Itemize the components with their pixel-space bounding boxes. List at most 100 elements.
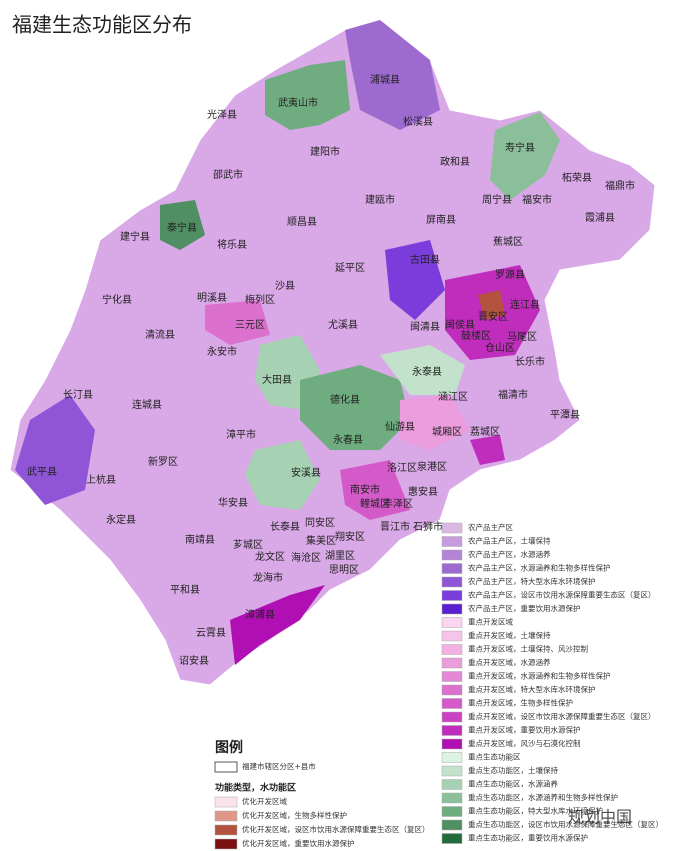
region [160,200,205,250]
county-label: 长汀县 [63,389,93,401]
county-label: 石狮市 [413,520,443,533]
legend-label: 重点生态功能区，设区市饮用水源保障重要生态区（复区） [468,819,663,829]
legend-left-items: 优化开发区域优化开发区域，生物多样性保护优化开发区域，设区市饮用水源保障重要生态… [214,796,430,850]
county-label: 邵武市 [213,168,243,181]
county-label: 连城县 [132,398,162,411]
county-label: 诏安县 [179,654,209,667]
county-label: 马尾区 [507,331,537,343]
county-label: 龙海市 [253,571,283,584]
legend-swatch [441,684,463,696]
legend-swatch [441,657,463,669]
county-label: 晋安区 [478,310,508,323]
county-label: 永泰县 [412,365,442,378]
county-label: 云霄县 [196,627,226,639]
legend-label: 农产品主产区，重要饮用水源保护 [468,603,581,613]
legend-label: 重点开发区域，水源涵养和生物多样性保护 [468,671,611,681]
county-label: 福安市 [522,193,552,206]
county-label: 泉港区 [417,460,447,473]
county-label: 惠安县 [408,485,438,498]
legend-swatch [441,833,463,844]
legend-swatch [441,765,463,777]
county-label: 晋江市 [380,520,410,533]
county-label: 沙县 [275,280,295,292]
region [265,60,350,130]
boundary-label: 福建市辖区分区+县市 [242,761,316,771]
legend-left: 图例 福建市辖区分区+县市 功能类型，水功能区 [214,739,316,794]
legend-title: 图例 [215,739,243,756]
legend-swatch [441,644,463,655]
legend-label: 农产品主产区，特大型水库水环境保护 [468,576,596,586]
county-label: 周宁县 [482,193,512,206]
county-label: 罗源县 [495,268,525,281]
legend-swatch [441,522,463,534]
county-label: 柘荣县 [562,171,592,184]
legend-swatch [441,819,463,831]
county-label: 新罗区 [148,455,178,468]
county-label: 浦城县 [370,73,400,86]
county-label: 龙文区 [255,550,285,563]
county-label: 武平县 [27,465,57,478]
county-label: 思明区 [329,564,359,576]
county-label: 蕉城区 [493,236,523,248]
legend-label: 重点开发区域，土壤保持 [468,630,551,640]
county-label: 光泽县 [207,108,237,121]
county-label: 闽侯县 [445,318,475,331]
county-label: 尤溪县 [328,318,358,331]
county-label: 海沧区 [291,551,321,564]
legend-label: 重点生态功能区，特大型水库水环境保护 [468,806,603,816]
county-label: 屏南县 [426,213,456,226]
region [345,20,440,130]
county-label: 德化县 [330,393,360,406]
county-label: 连江县 [510,298,540,311]
legend-swatch [441,536,463,547]
county-label: 建瓯市 [365,193,395,206]
county-label: 三元区 [235,319,265,331]
county-label: 湖里区 [325,550,355,562]
county-label: 安溪县 [291,466,321,479]
legend-label: 重点开发区域 [468,617,513,627]
legend-label: 农产品主产区，水源涵养 [468,549,551,559]
legend-right: 农产品主产区农产品主产区，土壤保持农产品主产区，水源涵养农产品主产区，水源涵养和… [441,522,663,844]
legend-label: 重点开发区域，生物多样性保护 [468,698,573,708]
region [380,345,465,395]
legend-swatch [214,810,238,822]
county-label: 永定县 [106,513,136,526]
legend-swatch [441,671,463,682]
county-label: 同安区 [305,516,335,529]
legend-swatch [214,796,238,808]
legend-label: 优化开发区域，重要饮用水源保护 [242,838,355,848]
county-label: 将乐县 [217,239,247,251]
county-label: 延平区 [335,262,365,274]
region [400,395,470,450]
region [490,112,560,200]
county-label: 涵江区 [438,391,468,403]
county-label: 建宁县 [120,230,150,243]
legend-label: 重点生态功能区，重要饮用水源保护 [468,833,588,843]
county-label: 政和县 [440,155,470,168]
county-label: 仓山区 [485,341,515,354]
county-label: 顺昌县 [287,216,317,228]
county-label: 荔城区 [470,425,500,438]
county-label: 丰泽区 [383,497,413,510]
region [230,585,325,665]
legend-swatch [441,792,463,804]
region [205,300,270,345]
county-label: 翔安区 [335,530,365,543]
map [9,19,656,686]
county-label: 宁化县 [102,293,132,306]
county-label: 南安市 [350,483,380,496]
county-label: 永安市 [207,345,237,358]
legend-label: 农产品主产区，水源涵养和生物多样性保护 [468,563,611,573]
legend-label: 重点开发区域，设区市饮用水源保障重要生态区（复区） [468,711,656,721]
legend-swatch [441,806,463,817]
county-label: 霞浦县 [585,211,615,224]
county-label: 古田县 [410,253,440,266]
legend-label: 重点开发区域，重要饮用水源保护 [468,725,581,735]
legend-swatch [441,725,463,736]
county-label: 漳平市 [226,428,256,441]
county-label: 华安县 [218,496,248,509]
county-label: 泰宁县 [167,221,197,234]
county-label: 梅列区 [245,293,275,306]
legend-label: 重点生态功能区，水源涵养和生物多样性保护 [468,792,618,802]
county-label: 城厢区 [432,426,462,438]
